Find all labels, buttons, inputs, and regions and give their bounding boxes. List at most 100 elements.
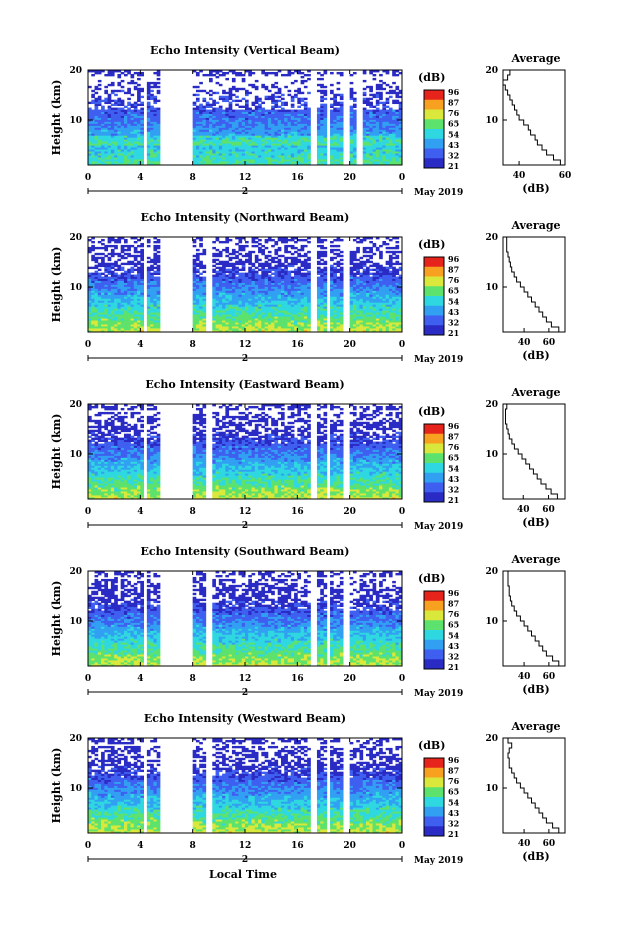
heatmap-cell [157,239,161,241]
heatmap-cell [320,104,324,106]
heatmap-cell [196,90,200,92]
heatmap-cells [88,237,402,332]
heatmap-cell [121,245,125,247]
heatmap-cell [127,261,131,263]
heatmap-cell [291,277,295,279]
heatmap-cell [202,90,206,92]
heatmap-cell [297,249,301,251]
heatmap-cell [196,94,200,96]
heatmap-cell [193,86,197,88]
heatmap-cell [199,273,203,275]
heatmap-cell [153,72,157,74]
heatmap-cell [252,84,256,86]
heatmap-cell [363,88,367,90]
heatmap-cell [232,86,236,88]
heatmap-cell [91,273,95,275]
heatmap-cell [219,106,223,108]
heatmap-cell [117,259,121,261]
heatmap-cell [389,90,393,92]
heatmap-cell [124,249,128,251]
heatmap-cell [104,74,108,76]
heatmap-cell [320,84,324,86]
heatmap-cell [373,110,377,112]
heatmap-cell [386,98,390,100]
heatmap-cell [248,92,252,94]
heatmap-cell [196,269,200,271]
heatmap-cell [265,247,269,249]
heatmap-cell [134,72,138,74]
heatmap-cell [91,110,95,112]
heatmap-cell [307,92,311,94]
heatmap-cell [124,92,128,94]
heatmap-cell [140,249,144,251]
heatmap-cell [114,94,118,96]
heatmap-cell [271,245,275,247]
heatmap-cell [225,92,229,94]
heatmap-cell [199,253,203,255]
heatmap-cell [389,86,393,88]
heatmap-cell [238,245,242,247]
heatmap-cell [366,98,370,100]
heatmap-cell [317,72,321,74]
heatmap-cell [268,275,272,277]
heatmap-cell [111,263,115,265]
heatmap-cell [245,253,249,255]
heatmap-cell [216,253,220,255]
heatmap-cell [127,269,131,271]
heatmap-cell [333,108,337,110]
heatmap-cell [376,108,380,110]
heatmap-cell [307,78,311,80]
heatmap-cell [225,261,229,263]
heatmap-cell [199,277,203,279]
heatmap-cell [294,247,298,249]
heatmap-cell [242,98,246,100]
heatmap-cell [274,249,278,251]
heatmap-cell [382,82,386,84]
heatmap-cell [304,239,308,241]
heatmap-cell [317,108,321,110]
heatmap-cell [225,269,229,271]
heatmap-cell [268,255,272,257]
heatmap-cell [157,78,161,80]
heatmap-cell [363,92,367,94]
heatmap-cell [255,106,259,108]
heatmap-cell [150,86,154,88]
heatmap-cell [219,84,223,86]
heatmap-cell [235,88,239,90]
heatmap-cell [134,247,138,249]
colorbar-tick-label: 87 [448,98,459,108]
heatmap-cell [140,102,144,104]
heatmap-cell [98,263,102,265]
heatmap-cell [219,241,223,243]
heatmap-cell [350,88,354,90]
heatmap-cell [117,108,121,110]
heatmap-cell [91,241,95,243]
heatmap-cell [193,255,197,257]
heatmap-cell [340,94,344,96]
heatmap-cell [157,108,161,110]
heatmap-cell [232,110,236,112]
heatmap-cell [297,259,301,261]
heatmap-cell [245,241,249,243]
heatmap-cell [297,267,301,269]
heatmap-cell [337,88,341,90]
heatmap-cell [379,84,383,86]
x-tick-label: 8 [190,173,196,183]
heatmap-cell [258,98,262,100]
heatmap-cell [363,80,367,82]
heatmap-cell [288,263,292,265]
heatmap-cell [137,261,141,263]
heatmap-cell [91,255,95,257]
heatmap-cell [265,255,269,257]
heatmap-cell [291,96,295,98]
heatmap-cell [196,275,200,277]
heatmap-cell [222,96,226,98]
heatmap-cell [147,245,151,247]
heatmap-cell [150,265,154,267]
heatmap-cell [392,100,396,102]
heatmap-cell [242,255,246,257]
heatmap-cell [284,86,288,88]
heatmap-cell [212,265,216,267]
heatmap-cell [278,100,282,102]
colorbar-tick-label: 43 [448,140,460,150]
